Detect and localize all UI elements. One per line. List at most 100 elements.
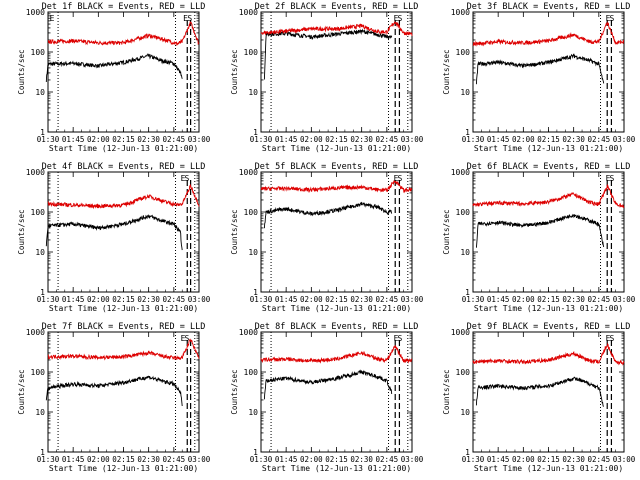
y-axis-label: Counts/sec	[230, 49, 239, 94]
y-tick-label: 1000	[451, 328, 470, 337]
x-tick-label: 03:00	[188, 455, 211, 464]
x-tick-label: 02:00	[87, 295, 110, 304]
marker-label: S	[398, 334, 403, 343]
y-axis-label: Counts/sec	[17, 49, 26, 94]
panel-title: Det 7f BLACK = Events, RED = LLD	[42, 322, 206, 332]
lld-curve	[47, 21, 200, 46]
lld-curve	[47, 183, 200, 210]
x-tick-label: 01:45	[62, 295, 85, 304]
y-tick-label: 1	[40, 448, 45, 457]
x-axis-label: Start Time (12-Jun-13 01:21:00)	[474, 464, 623, 473]
marker-label: E	[606, 14, 611, 23]
y-tick-label: 100	[456, 208, 471, 217]
x-tick-label: 02:45	[588, 295, 611, 304]
y-tick-label: 100	[456, 48, 471, 57]
y-tick-label: 100	[244, 48, 259, 57]
x-tick-label: 03:00	[401, 135, 424, 144]
marker-label: S	[187, 14, 192, 23]
y-tick-label: 1000	[451, 168, 470, 177]
y-tick-label: 1	[465, 288, 470, 297]
x-tick-label: 02:30	[137, 135, 160, 144]
events-curve	[263, 201, 393, 229]
lld-curve	[260, 180, 413, 194]
x-axis-label: Start Time (12-Jun-13 01:21:00)	[474, 144, 623, 153]
x-tick-label: 02:00	[512, 295, 535, 304]
y-tick-label: 1	[465, 128, 470, 137]
panel-title: Det 6f BLACK = Events, RED = LLD	[467, 162, 631, 172]
x-axis-label: Start Time (12-Jun-13 01:21:00)	[262, 304, 411, 313]
panel-title: Det 3f BLACK = Events, RED = LLD	[467, 2, 631, 12]
panel-title: Det 5f BLACK = Events, RED = LLD	[255, 162, 419, 172]
panel-title: Det 1f BLACK = Events, RED = LLD	[42, 2, 206, 12]
x-tick-label: 02:15	[325, 135, 348, 144]
x-tick-label: 01:45	[487, 455, 510, 464]
x-tick-label: 02:15	[537, 455, 560, 464]
lld-curve	[472, 21, 625, 47]
events-curve	[45, 375, 183, 407]
x-tick-label: 02:15	[325, 455, 348, 464]
marker-label: S	[610, 14, 615, 23]
y-tick-label: 1	[253, 288, 258, 297]
y-tick-label: 1	[40, 128, 45, 137]
lld-curve	[47, 338, 200, 361]
x-axis-label: Start Time (12-Jun-13 01:21:00)	[49, 304, 198, 313]
y-tick-label: 1	[253, 448, 258, 457]
x-tick-label: 01:30	[462, 295, 485, 304]
x-tick-label: 02:15	[112, 135, 135, 144]
x-tick-label: 01:45	[487, 295, 510, 304]
marker-label: S	[610, 174, 615, 183]
panel-det-9: Det 9f BLACK = Events, RED = LLD 1 10 100 10…	[442, 322, 636, 473]
x-tick-label: 02:00	[87, 135, 110, 144]
y-axis-label: Counts/sec	[230, 369, 239, 414]
x-tick-label: 01:45	[275, 135, 298, 144]
x-tick-label: 01:30	[462, 455, 485, 464]
panel-title: Det 2f BLACK = Events, RED = LLD	[255, 2, 419, 12]
plot-frame	[472, 331, 625, 453]
panel-det-4: Det 4f BLACK = Events, RED = LLD 1 10 100 10…	[17, 162, 211, 313]
x-tick-label: 01:30	[37, 135, 60, 144]
x-tick-label: 01:30	[37, 295, 60, 304]
y-tick-label: 100	[31, 208, 46, 217]
marker-label: E	[181, 174, 186, 183]
x-tick-label: 01:30	[250, 455, 273, 464]
panel-det-5: Det 5f BLACK = Events, RED = LLD 1 10 100 10…	[230, 162, 424, 313]
y-tick-label: 10	[460, 88, 470, 97]
events-curve	[263, 28, 393, 80]
panel-det-3: Det 3f BLACK = Events, RED = LLD 1 10 100 10…	[442, 2, 636, 153]
x-tick-label: 02:00	[512, 135, 535, 144]
marker-label: E	[606, 174, 611, 183]
plot-frame	[47, 171, 200, 293]
y-tick-label: 10	[35, 248, 45, 257]
x-tick-label: 01:30	[250, 295, 273, 304]
marker-label: E	[183, 14, 188, 23]
marker-label: S	[398, 174, 403, 183]
panel-det-1: Det 1f BLACK = Events, RED = LLD 1 10 100 10…	[17, 2, 211, 153]
plot-frame	[47, 11, 200, 133]
y-tick-label: 100	[456, 368, 471, 377]
x-tick-label: 02:30	[562, 135, 585, 144]
marker-label: E	[50, 14, 55, 23]
x-tick-label: 02:15	[537, 135, 560, 144]
x-tick-label: 03:00	[188, 295, 211, 304]
marker-label: E	[606, 334, 611, 343]
y-tick-label: 100	[31, 48, 46, 57]
y-tick-label: 1	[465, 448, 470, 457]
x-tick-label: 02:30	[350, 295, 373, 304]
x-tick-label: 02:45	[588, 455, 611, 464]
x-tick-label: 02:45	[376, 295, 399, 304]
y-tick-label: 1000	[26, 328, 45, 337]
x-axis-label: Start Time (12-Jun-13 01:21:00)	[262, 464, 411, 473]
lld-curve	[472, 342, 625, 366]
y-tick-label: 10	[35, 408, 45, 417]
events-curve	[45, 214, 183, 251]
y-tick-label: 100	[244, 208, 259, 217]
y-tick-label: 1000	[26, 8, 45, 17]
plot-frame	[47, 331, 200, 453]
x-tick-label: 01:30	[37, 455, 60, 464]
panel-det-8: Det 8f BLACK = Events, RED = LLD 1 10 100 10…	[230, 322, 424, 473]
events-curve	[475, 376, 604, 407]
y-tick-label: 10	[248, 88, 258, 97]
y-tick-label: 10	[248, 248, 258, 257]
y-axis-label: Counts/sec	[442, 369, 451, 414]
marker-label: S	[398, 14, 403, 23]
